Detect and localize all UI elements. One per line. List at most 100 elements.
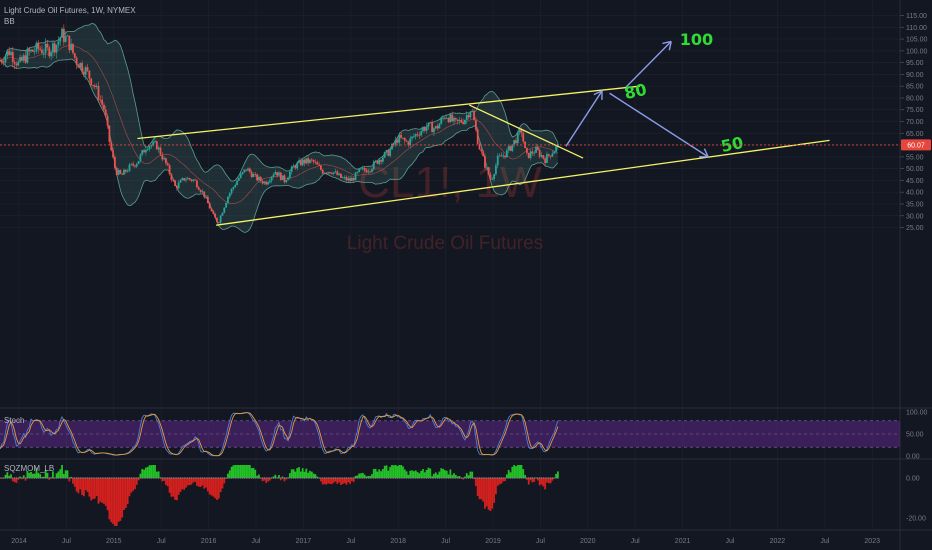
sqz-dot <box>192 477 194 479</box>
projection-arrow <box>609 92 709 158</box>
candle-down <box>405 140 408 142</box>
sqz-bar <box>374 468 377 478</box>
candle-up <box>52 43 54 53</box>
sqz-dot <box>6 477 8 479</box>
sqz-bar <box>35 467 38 478</box>
sqz-dot <box>405 477 408 479</box>
sqz-bar <box>75 478 78 492</box>
candle-up <box>154 141 156 143</box>
sqz-dot <box>227 477 229 479</box>
candle-down <box>482 151 485 157</box>
sqz-dot <box>256 477 258 479</box>
sqz-bar <box>245 465 248 478</box>
sqz-dot <box>365 477 368 479</box>
sqz-bar <box>113 478 116 526</box>
candle-up <box>19 57 21 62</box>
candle-down <box>46 43 49 48</box>
candle-up <box>471 110 474 112</box>
sqz-bar <box>108 478 111 520</box>
chart-title[interactable]: Light Crude Oil Futures, 1W, NYMEX <box>4 6 136 15</box>
sqz-bar <box>456 476 459 478</box>
candle-down <box>0 60 1 62</box>
sqz-bar <box>312 473 315 478</box>
sqz-bar <box>19 476 21 478</box>
time-tick-label: Jul <box>252 538 261 545</box>
sqz-dot <box>325 477 327 479</box>
sqz-bar <box>274 474 277 478</box>
candle-up <box>290 166 293 172</box>
candle-down <box>380 159 382 162</box>
sqz-bar <box>433 473 435 478</box>
time-tick-label: Jul <box>62 538 71 545</box>
candle-up <box>442 117 444 119</box>
price-tick-label: 50.00 <box>906 166 924 173</box>
sqz-bar <box>106 478 109 511</box>
sqz-dot <box>480 477 482 479</box>
candle-down <box>365 170 368 173</box>
sqz-dot <box>185 477 187 479</box>
sqz-dot <box>0 477 1 479</box>
indicator-label-sqzmom[interactable]: SQZMOM_LB <box>4 464 55 473</box>
sqz-dot <box>318 477 320 479</box>
candle-down <box>165 158 167 164</box>
time-axis[interactable]: 2014 Jul 2015 Jul 2016 Jul 2017 Jul 2018 Jul 2019 J… <box>11 538 880 545</box>
sqz-dot <box>302 477 304 479</box>
sqz-bar <box>412 471 415 478</box>
sqz-bar <box>289 473 291 478</box>
candle-up <box>458 119 461 121</box>
indicator-label-stoch[interactable]: Stoch <box>4 416 25 425</box>
candle-down <box>86 67 89 71</box>
sqz-dot <box>94 477 96 479</box>
sqz-bar <box>298 467 300 478</box>
sqz-dot <box>172 477 174 479</box>
sqz-bar <box>155 471 158 478</box>
candle-up <box>227 196 229 203</box>
sqz-bar <box>139 473 142 478</box>
candle-up <box>425 126 428 131</box>
candle-up <box>493 174 495 180</box>
sqz-dot <box>269 477 271 479</box>
candle-down <box>21 57 23 61</box>
sqz-bar <box>124 478 127 508</box>
sqz-bar <box>354 475 357 478</box>
candle-up <box>438 123 441 129</box>
sqz-dot <box>311 477 313 479</box>
indicator-label-bb[interactable]: BB <box>4 17 15 26</box>
annotation-target_low: 50 <box>719 133 745 156</box>
sqz-dot <box>189 477 191 479</box>
candle-up <box>117 170 120 175</box>
sqz-bar <box>239 465 242 478</box>
candle-down <box>454 117 457 120</box>
candle-up <box>305 158 308 164</box>
sqz-dot <box>515 477 517 479</box>
sqz-dot <box>320 477 322 479</box>
sqz-dot <box>174 477 176 479</box>
candle-up <box>44 43 47 54</box>
candle-up <box>232 186 235 189</box>
sqz-dot <box>449 477 451 479</box>
candle-up <box>128 164 131 171</box>
candle-down <box>11 52 14 62</box>
price-axis[interactable]: 115.00 110.00 105.00 100.00 95.00 90.00 85.00 8… <box>900 13 928 232</box>
sqz-bar <box>522 469 525 478</box>
sqz-bar <box>449 469 452 478</box>
candle-down <box>307 158 310 163</box>
sqz-dot <box>529 477 532 479</box>
sqz-bar <box>192 478 195 483</box>
sqz-dot <box>187 477 189 479</box>
sqz-dot <box>207 477 209 479</box>
sqz-bar <box>272 476 275 478</box>
price-tick-label: 45.00 <box>906 178 924 185</box>
sqz-tick-label: -20.00 <box>906 516 926 523</box>
sqz-dot <box>150 477 152 479</box>
sqz-bar <box>505 474 508 478</box>
candle-up <box>234 185 237 187</box>
sqz-dot <box>37 477 39 479</box>
candle-up <box>296 162 299 169</box>
sqz-dot <box>331 477 333 479</box>
price-tick-label: 55.00 <box>906 154 924 161</box>
candle-down <box>214 213 217 218</box>
sqz-bar <box>495 478 497 495</box>
sqz-dot <box>502 477 504 479</box>
